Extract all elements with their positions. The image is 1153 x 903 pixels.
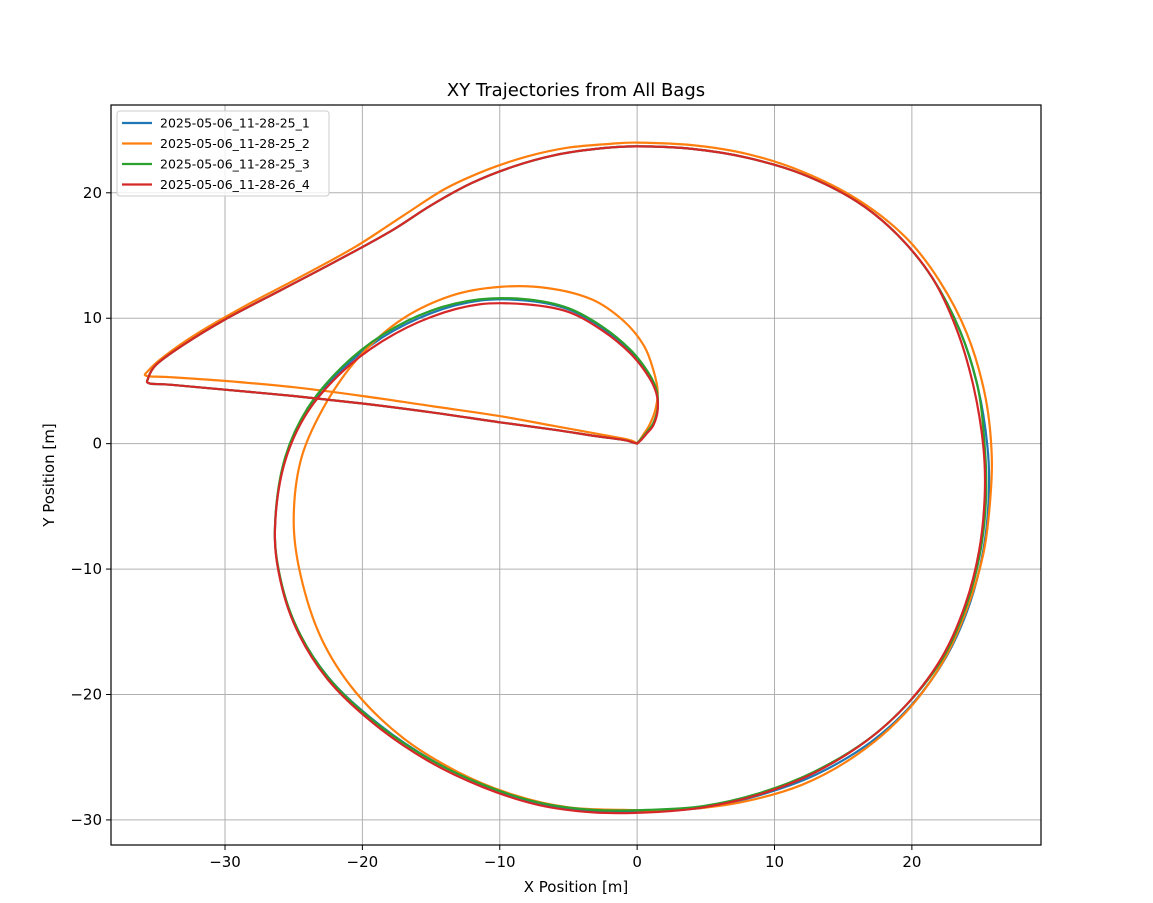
- y-tick-label: 10: [83, 309, 102, 327]
- y-tick-label: 20: [83, 184, 102, 202]
- x-tick-label: −10: [484, 853, 516, 871]
- x-tick-label: 20: [902, 853, 921, 871]
- legend-box: [116, 110, 330, 197]
- legend-entry: 2025-05-06_11-28-26_4: [160, 177, 310, 192]
- x-axis-ticks: −30 −20 −10 0 10 20: [209, 845, 921, 871]
- plot-area: [143, 141, 994, 815]
- y-tick-label: −10: [70, 560, 102, 578]
- series-line: [143, 141, 994, 812]
- chart-title: XY Trajectories from All Bags: [447, 80, 705, 101]
- legend-entry: 2025-05-06_11-28-25_3: [160, 157, 310, 172]
- series-lines: [143, 141, 994, 815]
- x-tick-label: 10: [765, 853, 784, 871]
- x-axis-label: X Position [m]: [524, 878, 629, 896]
- x-tick-label: 0: [632, 853, 642, 871]
- y-tick-label: −20: [70, 685, 102, 703]
- x-tick-label: −20: [347, 853, 379, 871]
- legend-entry: 2025-05-06_11-28-25_1: [160, 116, 310, 131]
- y-tick-label: 0: [92, 435, 102, 453]
- y-tick-label: −30: [70, 811, 102, 829]
- x-tick-label: −30: [209, 853, 241, 871]
- legend-entry: 2025-05-06_11-28-25_2: [160, 136, 310, 151]
- grid: [111, 105, 1041, 845]
- y-axis-ticks: −30 −20 −10 0 10 20: [70, 184, 111, 829]
- legend: 2025-05-06_11-28-25_1 2025-05-06_11-28-25…: [116, 110, 330, 197]
- axes-frame: [110, 104, 1042, 846]
- y-axis-label: Y Position [m]: [40, 423, 58, 527]
- series-line: [145, 145, 987, 815]
